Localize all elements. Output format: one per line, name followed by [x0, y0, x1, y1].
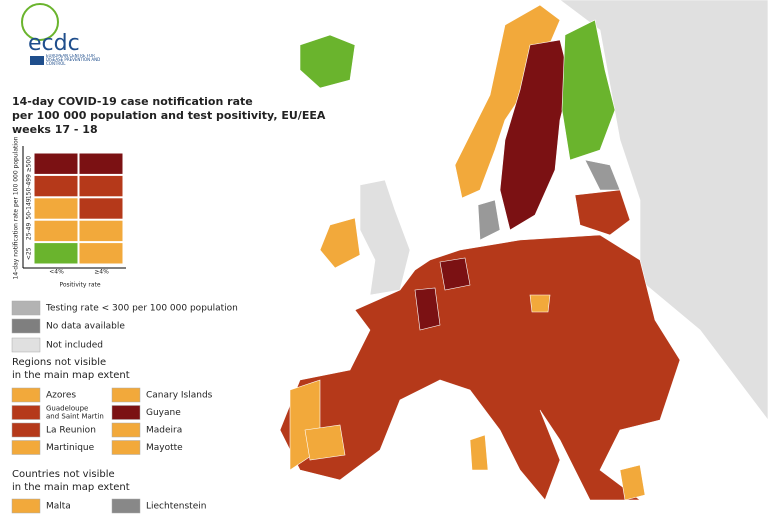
title-line: 14-day COVID-19 case notification rate — [12, 95, 253, 108]
legend-label: Testing rate < 300 per 100 000 populatio… — [45, 304, 238, 314]
region-label: Martinique — [46, 443, 95, 453]
region-label: Mayotte — [146, 443, 183, 453]
country-swatch — [11, 498, 41, 514]
country-swatch — [111, 498, 141, 514]
cz-region — [529, 294, 551, 313]
finland — [561, 19, 616, 161]
map — [279, 0, 768, 501]
eu-flag — [30, 56, 44, 65]
spain-region — [304, 424, 346, 461]
baltics — [574, 189, 631, 236]
ireland — [319, 217, 361, 269]
region-label: Guadeloupe and Saint Martin — [46, 405, 104, 421]
logo-subtitle: EUROPEAN CENTRE FOR DISEASE PREVENTION A… — [46, 54, 101, 66]
region-swatch — [11, 405, 41, 420]
region-swatch — [111, 387, 141, 403]
region-swatch — [11, 440, 41, 455]
ecdc-logo: ecdc EUROPEAN CENTRE FOR DISEASE PREVENT… — [21, 3, 101, 66]
region-label: La Reunion — [46, 426, 96, 436]
matrix-cell — [78, 219, 124, 243]
country-label: Liechtenstein — [146, 502, 206, 512]
countries-title: Countries not visible — [12, 469, 115, 480]
legend-swatch — [11, 337, 41, 353]
region-label: Madeira — [146, 426, 182, 436]
iceland — [299, 34, 356, 89]
legend-label: Not included — [46, 341, 103, 351]
matrix-cell — [33, 219, 79, 243]
legend-label: No data available — [46, 322, 125, 332]
row-label: 50-149 — [26, 198, 33, 219]
title-line: weeks 17 - 18 — [12, 123, 98, 136]
denmark — [477, 199, 501, 241]
netherlands — [439, 257, 471, 291]
country-label: Malta — [46, 502, 71, 512]
row-label: <25 — [26, 247, 33, 260]
region-swatch — [11, 422, 41, 438]
row-label: 25-49 — [26, 223, 33, 241]
countries-title: in the main map extent — [12, 482, 130, 493]
greece-region — [619, 464, 646, 501]
matrix-cell — [33, 242, 79, 265]
matrix-cell — [78, 242, 124, 265]
logo-globe — [21, 3, 59, 41]
matrix-cell — [33, 197, 79, 220]
column-label: <4% — [49, 269, 64, 276]
region-label: Canary Islands — [146, 391, 213, 401]
region-label: Azores — [46, 391, 76, 401]
matrix-cell — [33, 152, 79, 175]
y-axis-label: 14-day notification rate per 100 000 pop… — [13, 136, 20, 279]
region-swatch — [111, 405, 141, 420]
region-swatch — [111, 422, 141, 438]
legend-swatch — [11, 300, 41, 316]
regions-title: Regions not visible — [12, 357, 106, 368]
row-label: 150-499 — [26, 174, 33, 199]
x-axis-label: Positivity rate — [59, 282, 100, 289]
logo-text: ecdc — [28, 31, 80, 56]
sardinia — [469, 434, 489, 471]
logo-subtitle-box: EUROPEAN CENTRE FOR DISEASE PREVENTION A… — [46, 54, 101, 66]
region-label: Guyane — [146, 408, 181, 418]
matrix-cell — [78, 197, 124, 220]
belgium — [414, 287, 441, 331]
region-swatch — [111, 440, 141, 455]
column-label: ≥4% — [94, 269, 109, 276]
legend-swatch — [11, 318, 41, 334]
regions-title: in the main map extent — [12, 370, 130, 381]
region-swatch — [11, 387, 41, 403]
title-line: per 100 000 population and test positivi… — [12, 109, 326, 122]
matrix-cell — [78, 174, 124, 198]
continental-eu — [279, 234, 681, 501]
row-label: ≥500 — [26, 156, 33, 173]
matrix-cell — [78, 152, 124, 175]
legend: 14-day COVID-19 case notification ratepe… — [11, 95, 326, 514]
matrix-cell — [33, 174, 79, 198]
